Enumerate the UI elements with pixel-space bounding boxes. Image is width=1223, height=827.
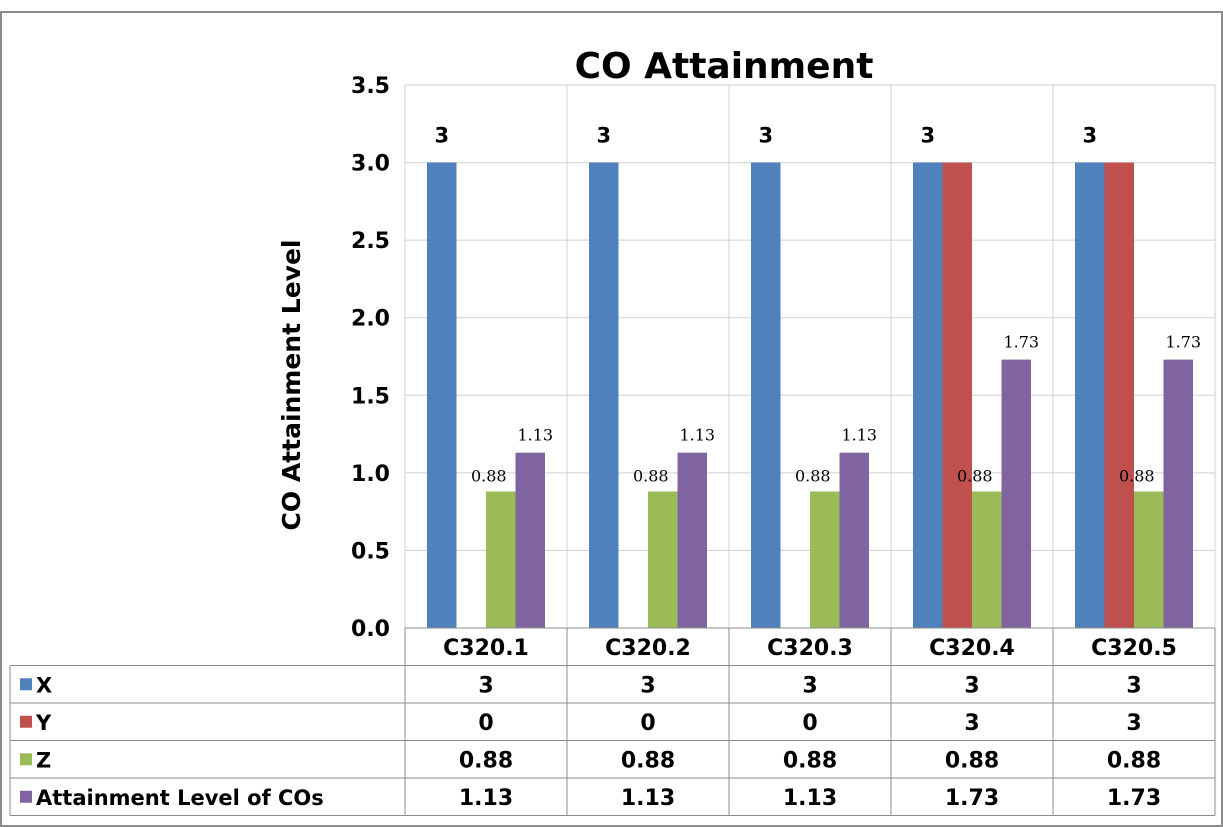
table-cell: 0.88 bbox=[945, 748, 999, 773]
y-tick-label: 2.5 bbox=[351, 229, 390, 254]
y-tick-label: 1.5 bbox=[351, 384, 390, 409]
bar-z-c320-3 bbox=[810, 491, 840, 628]
table-cell: 0.88 bbox=[459, 748, 513, 773]
bar-y-c320-4 bbox=[942, 162, 972, 629]
table-cell: 3 bbox=[1126, 711, 1141, 736]
data-label: 0.88 bbox=[795, 466, 831, 485]
y-tick-label: 0.0 bbox=[351, 617, 390, 642]
data-label: 1.73 bbox=[1165, 333, 1201, 352]
data-label: 3 bbox=[920, 124, 935, 148]
table-cell: 3 bbox=[964, 711, 979, 736]
bar-x-c320-3 bbox=[751, 162, 781, 629]
x-tick-label: C320.2 bbox=[605, 636, 691, 661]
data-label: 1.13 bbox=[517, 426, 553, 445]
bar-attainment-level-of-cos-c320-1 bbox=[515, 452, 545, 628]
table-cell: 0.88 bbox=[783, 748, 837, 773]
bar-attainment-level-of-cos-c320-2 bbox=[677, 452, 707, 628]
table-cell: 0 bbox=[802, 711, 817, 736]
x-tick-label: C320.4 bbox=[929, 636, 1015, 661]
bar-x-c320-5 bbox=[1075, 162, 1105, 629]
bars bbox=[427, 162, 1193, 629]
table-cell: 3 bbox=[802, 673, 817, 698]
legend-key bbox=[20, 753, 32, 766]
y-axis-title: CO Attainment Level bbox=[277, 240, 306, 531]
table-cell: 1.73 bbox=[945, 786, 999, 811]
table-cell: 1.13 bbox=[783, 786, 837, 811]
table-cell: 3 bbox=[964, 673, 979, 698]
table-cell: 3 bbox=[640, 673, 655, 698]
data-table: C320.1 C320.2 C320.3 C320.4 C320.5 X 3 3 3 3 3 Y 0 0 0… bbox=[9, 627, 1216, 816]
legend-key bbox=[20, 715, 32, 728]
bar-y-c320-5 bbox=[1104, 162, 1134, 629]
bar-z-c320-5 bbox=[1134, 491, 1164, 628]
y-tick-label: 0.5 bbox=[351, 539, 390, 564]
bar-x-c320-4 bbox=[913, 162, 943, 629]
data-label: 3 bbox=[434, 124, 449, 148]
y-tick-label: 3.5 bbox=[351, 74, 390, 99]
data-label: 1.73 bbox=[1003, 333, 1039, 352]
bar-attainment-level-of-cos-c320-3 bbox=[839, 452, 869, 628]
chart-title: CO Attainment bbox=[575, 46, 874, 87]
y-tick-label: 1.0 bbox=[351, 462, 390, 487]
table-cell: 1.13 bbox=[459, 786, 513, 811]
legend-label: Z bbox=[36, 748, 51, 772]
table-cell: 0.88 bbox=[1107, 748, 1161, 773]
legend-key bbox=[20, 790, 32, 803]
bar-attainment-level-of-cos-c320-4 bbox=[1001, 359, 1031, 628]
bar-z-c320-4 bbox=[972, 491, 1002, 628]
bar-attainment-level-of-cos-c320-5 bbox=[1163, 359, 1193, 628]
legend-label: Y bbox=[35, 711, 52, 735]
table-cell: 0.88 bbox=[621, 748, 675, 773]
data-label: 3 bbox=[1082, 124, 1097, 148]
bar-x-c320-1 bbox=[427, 162, 457, 629]
table-cell: 1.73 bbox=[1107, 786, 1161, 811]
data-label: 1.13 bbox=[841, 426, 877, 445]
data-label: 3 bbox=[596, 124, 611, 148]
data-label: 3 bbox=[758, 124, 773, 148]
table-cell: 1.13 bbox=[621, 786, 675, 811]
table-cell: 0 bbox=[640, 711, 655, 736]
legend-label: X bbox=[36, 673, 52, 697]
bar-x-c320-2 bbox=[589, 162, 619, 629]
y-tick-label: 3.0 bbox=[351, 152, 390, 177]
data-label: 0.88 bbox=[1119, 466, 1155, 485]
data-labels: 3 0.88 1.13 3 0.88 1.13 3 0.88 1.13 3 0.88 1.73 3 0.8… bbox=[434, 124, 1201, 486]
x-tick-label: C320.1 bbox=[443, 636, 529, 661]
table-cell: 3 bbox=[1126, 673, 1141, 698]
x-tick-label: C320.3 bbox=[767, 636, 853, 661]
y-axis: 0.0 0.5 1.0 1.5 2.0 2.5 3.0 3.5 bbox=[351, 74, 390, 642]
data-label: 1.13 bbox=[679, 426, 715, 445]
x-tick-label: C320.5 bbox=[1091, 636, 1177, 661]
legend-label: Attainment Level of COs bbox=[36, 786, 324, 810]
data-label: 0.88 bbox=[957, 466, 993, 485]
data-label: 0.88 bbox=[471, 466, 507, 485]
legend-key bbox=[20, 678, 32, 691]
y-tick-label: 2.0 bbox=[351, 307, 390, 332]
table-cell: 3 bbox=[478, 673, 493, 698]
data-label: 0.88 bbox=[633, 466, 669, 485]
table-cell: 0 bbox=[478, 711, 493, 736]
bar-z-c320-1 bbox=[486, 491, 516, 628]
bar-z-c320-2 bbox=[648, 491, 678, 628]
